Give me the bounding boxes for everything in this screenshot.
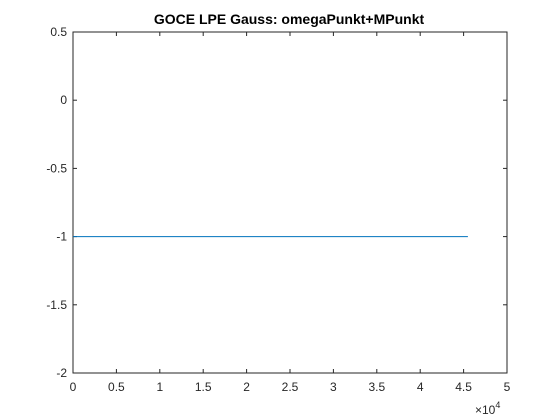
x-exponent-base: ×10 — [475, 403, 496, 417]
x-tick-label: 3.5 — [368, 380, 385, 394]
y-tick-label: -2 — [56, 366, 67, 380]
y-tick-label: -1.5 — [46, 298, 67, 312]
x-tick-label: 2.5 — [282, 380, 299, 394]
x-tick-label: 4.5 — [455, 380, 472, 394]
x-tick-label: 4 — [417, 380, 424, 394]
x-exponent-power: 4 — [495, 400, 500, 410]
x-tick-label: 0 — [70, 380, 77, 394]
x-tick-label: 0.5 — [108, 380, 125, 394]
y-tick-label: -0.5 — [46, 161, 67, 175]
y-tick-label: 0.5 — [50, 25, 67, 39]
x-tick-label: 1 — [156, 380, 163, 394]
x-tick-label: 2 — [243, 380, 250, 394]
chart-title: GOCE LPE Gauss: omegaPunkt+MPunkt — [154, 11, 425, 27]
x-tick-label: 3 — [330, 380, 337, 394]
y-tick-label: -1 — [56, 230, 67, 244]
x-tick-label: 1.5 — [195, 380, 212, 394]
axes-box — [72, 31, 508, 374]
y-tick-label: 0 — [60, 93, 67, 107]
y-axis: 0.5 0 -0.5 -1 -1.5 -2 — [46, 25, 507, 380]
x-axis: 0 0.5 1 1.5 2 2.5 3 3.5 4 4.5 5 — [70, 32, 511, 394]
x-tick-label: 5 — [504, 380, 511, 394]
x-exponent-label: ×104 — [475, 400, 500, 417]
